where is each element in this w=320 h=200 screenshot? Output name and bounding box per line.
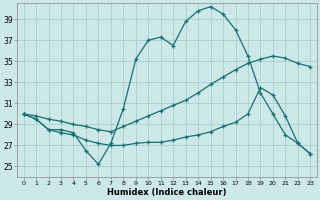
X-axis label: Humidex (Indice chaleur): Humidex (Indice chaleur) xyxy=(107,188,227,197)
